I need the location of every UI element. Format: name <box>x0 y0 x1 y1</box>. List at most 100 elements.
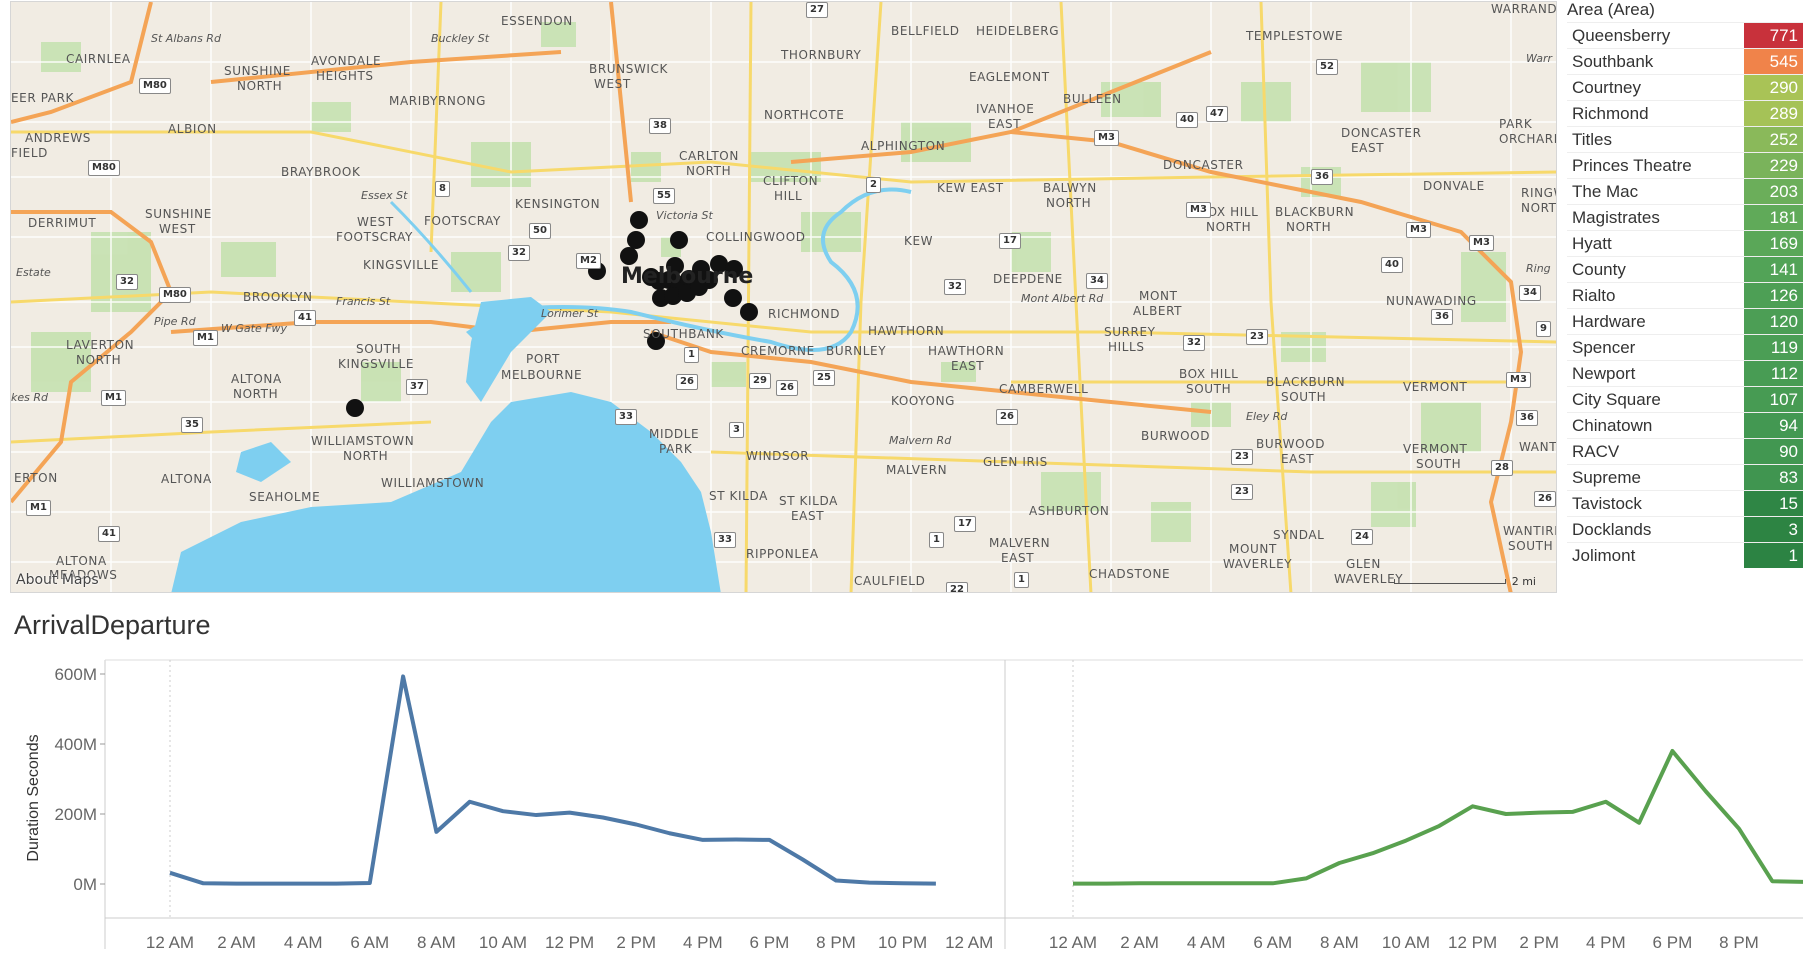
location-marker[interactable] <box>620 247 638 265</box>
legend-item-name: Magistrates <box>1572 207 1660 227</box>
legend-item-value: 141 <box>1744 257 1803 282</box>
location-marker[interactable] <box>724 289 742 307</box>
place-label: PORT <box>526 352 560 366</box>
place-label: MALVERN <box>989 536 1051 550</box>
place-label: BLACKBURN <box>1275 205 1355 219</box>
place-label: MEADOWS <box>49 568 118 582</box>
place-label: BURNLEY <box>826 344 887 358</box>
legend-item-name: Hyatt <box>1572 233 1612 253</box>
legend-item-value: 252 <box>1744 127 1803 152</box>
road-shield: 17 <box>954 516 976 532</box>
place-label: SOUTH <box>1281 390 1327 404</box>
road-shield: 28 <box>1491 460 1513 476</box>
legend-item[interactable]: Supreme 83 <box>1567 464 1803 490</box>
road-shield: 3 <box>729 422 744 438</box>
legend-item[interactable]: City Square 107 <box>1567 386 1803 412</box>
location-marker[interactable] <box>647 332 665 350</box>
legend-item-value: 119 <box>1744 335 1803 360</box>
arrival-departure-chart: 0M 200M 400M 600M Duration Seconds 12 AM 2 AM 4… <box>0 650 1803 952</box>
legend-item[interactable]: Southbank 545 <box>1567 48 1803 74</box>
x-tick-label: 8 PM <box>1719 933 1759 949</box>
x-tick-label: 12 AM <box>1049 933 1097 949</box>
place-label: DONCASTER <box>1341 126 1422 140</box>
place-label: DEEPDENE <box>993 272 1063 286</box>
place-label: FOOTSCRAY <box>424 214 501 228</box>
place-label: NORTH <box>1206 220 1252 234</box>
road-shield: 29 <box>749 373 771 389</box>
legend-item-name: Tavistock <box>1572 493 1642 513</box>
place-label: TEMPLESTOWE <box>1246 29 1344 43</box>
road-label: Buckley St <box>431 32 490 45</box>
place-label: BALWYN <box>1043 181 1097 195</box>
about-maps-link[interactable]: About Maps <box>16 572 99 588</box>
place-label: THORNBURY <box>781 48 862 62</box>
place-label: GLEN <box>1346 557 1381 571</box>
x-tick-label: 10 AM <box>1382 933 1430 949</box>
location-marker[interactable] <box>627 231 645 249</box>
chart-title: ArrivalDeparture <box>14 610 211 640</box>
area-legend: Area (Area) Queensberry 771 Southbank 545 Co… <box>1567 0 1803 568</box>
place-label: WARRANDYTE <box>1491 2 1557 16</box>
legend-item[interactable]: Princes Theatre 229 <box>1567 152 1803 178</box>
road-shield: 32 <box>944 279 966 295</box>
road-label: Eley Rd <box>1246 410 1288 423</box>
legend-item[interactable]: The Mac 203 <box>1567 178 1803 204</box>
road-label: kes Rd <box>11 391 48 404</box>
legend-item-value: 1 <box>1744 543 1803 568</box>
location-marker[interactable] <box>346 399 364 417</box>
location-marker[interactable] <box>710 255 728 273</box>
legend-item[interactable]: Spencer 119 <box>1567 334 1803 360</box>
x-tick-label: 2 AM <box>217 933 256 949</box>
legend-item[interactable]: Chinatown 94 <box>1567 412 1803 438</box>
legend-item[interactable]: Hyatt 169 <box>1567 230 1803 256</box>
legend-item[interactable]: Queensberry 771 <box>1567 22 1803 48</box>
road-label: W Gate Fwy <box>221 322 288 335</box>
place-label: HAWTHORN <box>868 324 945 338</box>
legend-item-value: 120 <box>1744 309 1803 334</box>
place-label: EER PARK <box>11 91 75 105</box>
location-marker[interactable] <box>690 278 708 296</box>
legend-item[interactable]: Docklands 3 <box>1567 516 1803 542</box>
legend-item-value: 94 <box>1744 413 1803 438</box>
place-label: ALTONA <box>56 554 107 568</box>
x-tick-label: 4 PM <box>1586 933 1626 949</box>
place-label: DERRIMUT <box>28 216 97 230</box>
place-label: ASHBURTON <box>1029 504 1110 518</box>
legend-item-name: Spencer <box>1572 337 1636 357</box>
x-tick-label: 12 AM <box>945 933 993 949</box>
location-marker[interactable] <box>666 257 684 275</box>
place-label: RINGW <box>1521 186 1556 200</box>
place-label: BLACKBURN <box>1266 375 1346 389</box>
location-marker[interactable] <box>725 260 743 278</box>
legend-item[interactable]: Rialto 126 <box>1567 282 1803 308</box>
legend-item[interactable]: Richmond 289 <box>1567 100 1803 126</box>
legend-item[interactable]: County 141 <box>1567 256 1803 282</box>
place-label: NORTHCOTE <box>764 108 845 122</box>
legend-item-name: Princes Theatre <box>1572 155 1692 175</box>
legend-item[interactable]: RACV 90 <box>1567 438 1803 464</box>
location-marker[interactable] <box>630 211 648 229</box>
legend-item[interactable]: Newport 112 <box>1567 360 1803 386</box>
chart-canvas: 0M 200M 400M 600M Duration Seconds 12 AM 2 AM 4… <box>25 659 1803 952</box>
road-shield: 1 <box>1014 572 1029 588</box>
legend-item[interactable]: Titles 252 <box>1567 126 1803 152</box>
legend-item-value: 15 <box>1744 491 1803 516</box>
road-shield: 32 <box>116 274 138 290</box>
x-tick-label: 12 PM <box>545 933 594 949</box>
road-shield: M3 <box>1406 222 1431 238</box>
place-label: WILLIAMSTOWN <box>311 434 415 448</box>
road-label: Francis St <box>336 295 391 308</box>
legend-item[interactable]: Courtney 290 <box>1567 74 1803 100</box>
road-shield: 52 <box>1316 59 1338 75</box>
legend-item[interactable]: Jolimont 1 <box>1567 542 1803 568</box>
place-label: ALTONA <box>231 372 282 386</box>
location-marker[interactable] <box>664 287 682 305</box>
legend-item[interactable]: Magistrates 181 <box>1567 204 1803 230</box>
legend-item[interactable]: Hardware 120 <box>1567 308 1803 334</box>
map-view[interactable]: ESSENDON CAIRNLEA AVONDALE HEIGHTS SUNSHINE N… <box>10 1 1557 593</box>
place-label: BURWOOD <box>1256 437 1326 451</box>
place-label: NUNAWADING <box>1386 294 1477 308</box>
location-marker[interactable] <box>740 303 758 321</box>
legend-item[interactable]: Tavistock 15 <box>1567 490 1803 516</box>
location-marker[interactable] <box>670 231 688 249</box>
